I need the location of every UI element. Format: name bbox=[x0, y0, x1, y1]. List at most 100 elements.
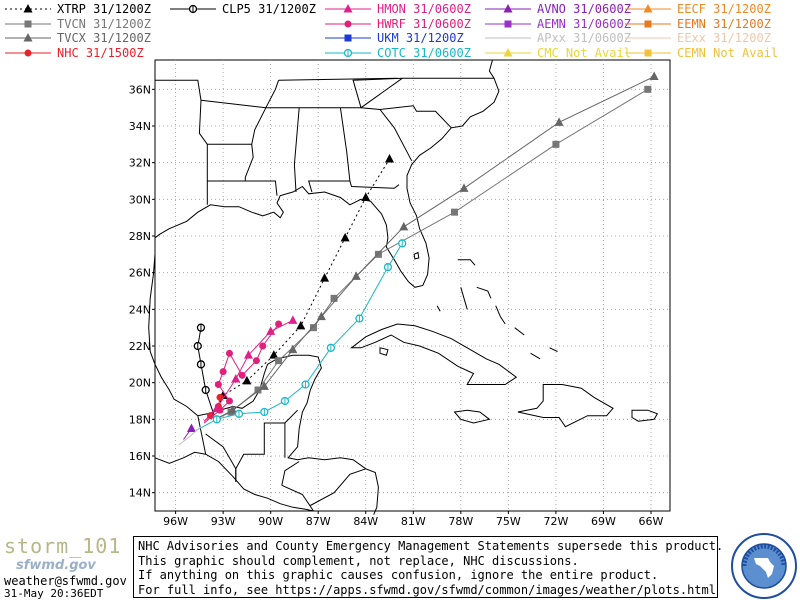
state-border bbox=[360, 107, 413, 162]
track-line bbox=[195, 243, 403, 431]
country-border bbox=[310, 468, 366, 506]
track-cotc bbox=[195, 239, 407, 431]
lon-tick-label: 75W bbox=[496, 515, 521, 528]
track-point bbox=[503, 4, 513, 13]
country-border bbox=[205, 433, 237, 482]
track-point bbox=[385, 154, 395, 163]
legend-label: HMON 31/0600Z bbox=[377, 2, 471, 16]
state-border bbox=[200, 99, 266, 109]
track-point bbox=[644, 49, 652, 56]
track-point bbox=[361, 192, 371, 201]
lon-tick-label: 93W bbox=[211, 515, 236, 528]
track-point bbox=[552, 140, 560, 148]
lat-tick-label: 32N bbox=[129, 157, 151, 170]
track-point bbox=[24, 49, 32, 56]
lat-tick-label: 30N bbox=[129, 193, 151, 206]
line-swatch-icon bbox=[485, 37, 531, 39]
track-point bbox=[399, 221, 409, 231]
triangle-marker-icon bbox=[325, 4, 371, 13]
legend-label: AEMN 31/0600Z bbox=[537, 16, 631, 31]
track-point bbox=[330, 294, 338, 302]
triangle-marker-icon bbox=[5, 33, 51, 42]
state-border bbox=[352, 77, 495, 108]
track-point bbox=[288, 344, 298, 354]
track-point bbox=[644, 20, 652, 27]
triangle-marker-icon bbox=[5, 4, 51, 13]
track-point bbox=[459, 183, 469, 192]
track-point bbox=[254, 386, 262, 394]
lat-tick-label: 36N bbox=[129, 83, 151, 96]
lat-tick-label: 14N bbox=[129, 487, 151, 500]
lon-tick-label: 72W bbox=[543, 515, 568, 528]
track-point bbox=[23, 33, 33, 42]
legend-label: CLP5 31/1200Z bbox=[222, 2, 316, 16]
state-border bbox=[349, 180, 400, 189]
lon-tick-label: 69W bbox=[591, 515, 616, 528]
state-border bbox=[293, 107, 300, 165]
longitude-labels: 96W 93W 90W 87W 84W 81W 78W 75W 72W 69W 66W bbox=[163, 511, 664, 528]
coast-mexico-pacific bbox=[154, 451, 314, 512]
legend-label: APxx 31/0600Z bbox=[537, 31, 631, 45]
state-border bbox=[379, 105, 452, 129]
square-marker-icon bbox=[625, 20, 671, 27]
lon-tick-label: 96W bbox=[163, 515, 188, 528]
track-point bbox=[269, 350, 279, 359]
country-border bbox=[284, 409, 298, 424]
disclaimer-link-line[interactable]: For full info, see https://apps.sfwmd.go… bbox=[138, 582, 716, 597]
track-point bbox=[225, 349, 233, 357]
track-point bbox=[643, 4, 653, 13]
track-point bbox=[252, 357, 260, 365]
coast-bahamas bbox=[514, 327, 525, 336]
track-point bbox=[316, 311, 326, 321]
coast-bahamas bbox=[476, 286, 492, 299]
track-point bbox=[24, 20, 32, 27]
circle-marker-icon bbox=[5, 49, 51, 56]
legend-label: NHC 31/1500Z bbox=[57, 45, 144, 60]
storm-name: storm_101 bbox=[4, 534, 122, 558]
coast-isle-of-youth bbox=[379, 347, 389, 356]
lat-tick-label: 26N bbox=[129, 267, 151, 280]
storm-logo: storm_101 sfwmd.gov weather@sfwmd.gov 31… bbox=[4, 534, 134, 600]
coast-bahamas bbox=[549, 347, 558, 352]
legend-label: EECF 31/1200Z bbox=[677, 2, 771, 16]
track-point bbox=[343, 4, 353, 13]
legend-label: CMC Not Avail bbox=[537, 45, 631, 60]
line-swatch-icon bbox=[625, 37, 671, 39]
track-point bbox=[216, 406, 224, 414]
lon-tick-label: 90W bbox=[258, 515, 283, 528]
coast-bahamas bbox=[436, 305, 441, 312]
track-point bbox=[206, 412, 214, 420]
triangle-marker-icon bbox=[625, 4, 671, 13]
lat-tick-label: 16N bbox=[129, 450, 151, 463]
track-point bbox=[231, 374, 241, 383]
track-point bbox=[228, 405, 238, 414]
track-point bbox=[288, 315, 298, 324]
coast-bahamas bbox=[495, 305, 506, 325]
lake-okeechobee bbox=[413, 251, 420, 260]
triangle-marker-icon bbox=[485, 47, 531, 56]
track-point bbox=[344, 34, 352, 42]
track-point bbox=[351, 271, 361, 280]
track-point bbox=[504, 20, 512, 27]
circle-open-marker-icon bbox=[170, 4, 216, 14]
contact-email[interactable]: weather@sfwmd.gov bbox=[4, 574, 127, 588]
track-point bbox=[340, 232, 350, 242]
country-border bbox=[281, 461, 300, 486]
legend-label: TVCX 31/1200Z bbox=[57, 31, 151, 45]
state-border bbox=[155, 79, 208, 205]
track-line bbox=[178, 426, 202, 446]
lat-tick-label: 22N bbox=[129, 340, 151, 353]
lon-tick-label: 66W bbox=[639, 515, 664, 528]
lat-tick-label: 28N bbox=[129, 230, 151, 243]
coast-cuba bbox=[350, 323, 518, 385]
track-map: 96W 93W 90W 87W 84W 81W 78W 75W 72W 69W 66W 36N 34N… bbox=[129, 59, 671, 528]
model-legend: XTRP 31/1200Z TVCN 31/1200Z TVCX 31/1200Z N… bbox=[0, 0, 800, 60]
legend-label: HWRF 31/0600Z bbox=[377, 16, 471, 31]
legend-label: XTRP 31/1200Z bbox=[57, 2, 151, 16]
country-border bbox=[197, 415, 207, 455]
legend-label: EExx 31/1200Z bbox=[677, 31, 771, 45]
track-line bbox=[213, 158, 390, 416]
lon-tick-label: 81W bbox=[401, 515, 426, 528]
coast-bahamas bbox=[530, 352, 541, 360]
